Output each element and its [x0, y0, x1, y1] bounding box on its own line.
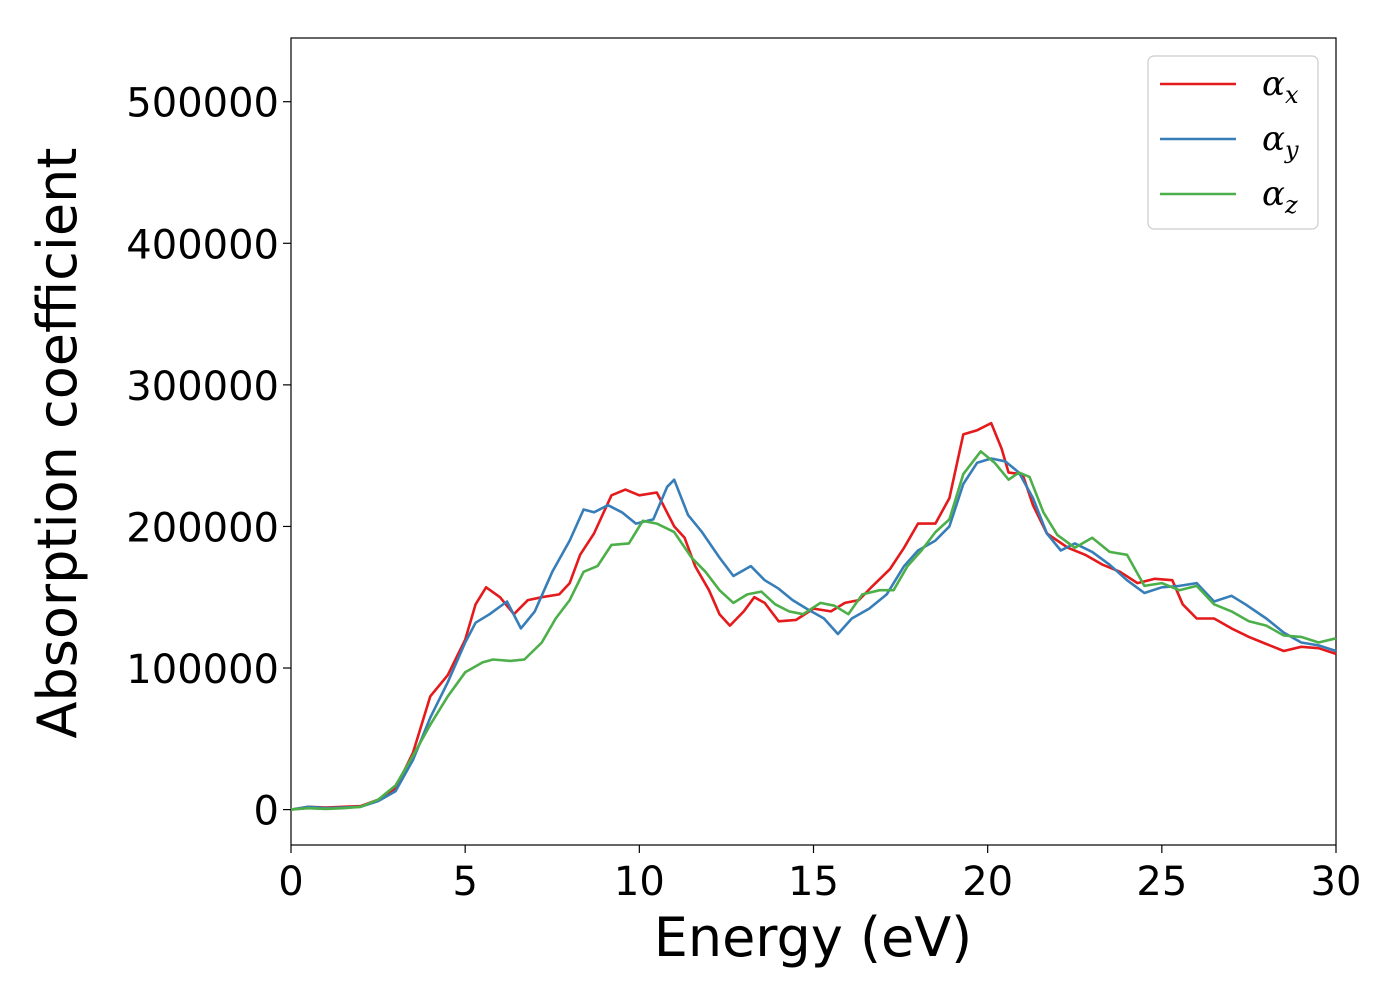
y-tick-label: 400000 [126, 222, 279, 268]
y-tick-label: 500000 [126, 81, 279, 127]
x-tick-label: 0 [278, 859, 303, 905]
x-tick-label: 10 [614, 859, 665, 905]
x-tick-label: 5 [452, 859, 477, 905]
legend-entry-y: αy [1262, 119, 1299, 164]
y-axis-ticks: 0 100000 200000 300000 400000 500000 [126, 81, 291, 835]
legend-box [1147, 55, 1319, 230]
x-axis-label: Energy (eV) [654, 906, 973, 969]
series-line-x [290, 421, 1337, 811]
x-tick-label: 30 [1311, 859, 1362, 905]
series-line-z [290, 450, 1337, 811]
y-tick-label: 300000 [126, 364, 279, 410]
series-line-y [290, 457, 1337, 811]
x-tick-label: 15 [788, 859, 839, 905]
y-tick-label: 200000 [126, 505, 279, 551]
x-axis-ticks: 0 5 10 15 20 25 30 [278, 845, 1361, 905]
x-tick-label: 25 [1136, 859, 1187, 905]
legend: αx αy αz [1147, 55, 1319, 230]
x-tick-label: 20 [962, 859, 1013, 905]
y-tick-label: 0 [254, 789, 279, 835]
y-axis-label: Absorption coefficient [26, 148, 89, 739]
legend-entry-z: αz [1262, 174, 1298, 219]
y-tick-label: 100000 [126, 647, 279, 693]
legend-entry-x: αx [1262, 64, 1299, 109]
